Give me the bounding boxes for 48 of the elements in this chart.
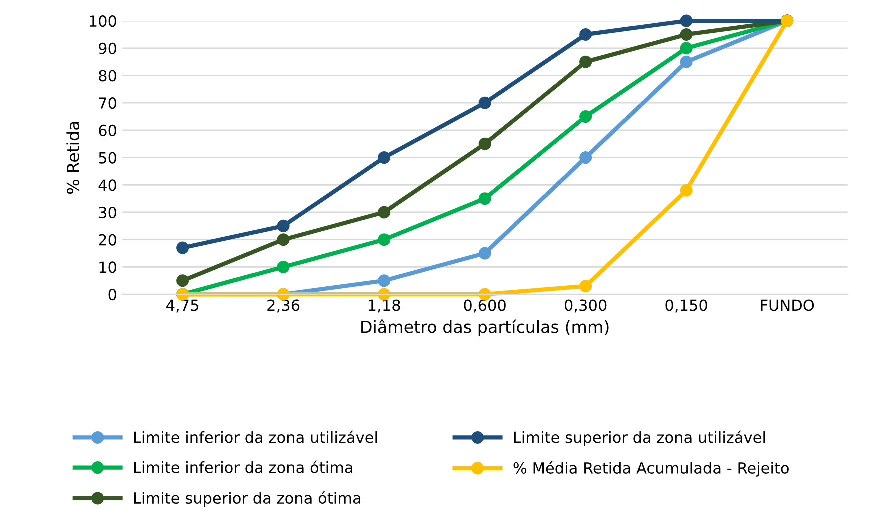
point bbox=[478, 138, 492, 150]
point bbox=[580, 110, 592, 124]
point bbox=[478, 192, 492, 206]
point bbox=[680, 56, 693, 68]
legend-label: Limite inferior da zona utilizável bbox=[134, 430, 378, 444]
y-axis-title: % Retida bbox=[66, 122, 80, 194]
legend-label: Limite inferior da zona ótima bbox=[134, 460, 352, 474]
x-tick-label: 4,75 bbox=[166, 300, 198, 313]
point bbox=[680, 14, 693, 28]
y-tick-label: 40 bbox=[98, 180, 116, 192]
y-tick-label: 90 bbox=[99, 42, 116, 54]
y-tick-label: 100 bbox=[90, 16, 116, 28]
y-tick-label: 20 bbox=[99, 234, 116, 246]
point bbox=[580, 280, 592, 293]
point bbox=[680, 28, 693, 41]
point bbox=[277, 260, 290, 274]
y-tick-label: 50 bbox=[99, 152, 116, 164]
x-tick-label: 1,18 bbox=[368, 300, 400, 313]
point bbox=[277, 220, 290, 232]
y-tick-label: 0 bbox=[108, 289, 116, 301]
point bbox=[680, 42, 693, 55]
point bbox=[580, 152, 592, 164]
point bbox=[478, 96, 492, 110]
legend-label: Limite superior da zona utilizável bbox=[514, 430, 766, 446]
point bbox=[378, 234, 391, 246]
point bbox=[478, 247, 492, 260]
point bbox=[277, 234, 290, 246]
y-tick-label: 80 bbox=[99, 70, 116, 82]
point bbox=[176, 242, 190, 254]
x-tick-label: 0,600 bbox=[464, 300, 506, 313]
point bbox=[176, 274, 190, 288]
legend-label: Limite superior da zona ótima bbox=[134, 492, 360, 507]
x-tick-label: FUNDO bbox=[761, 300, 814, 312]
x-tick-label: 2,36 bbox=[268, 300, 300, 313]
y-tick-label: 10 bbox=[100, 262, 116, 274]
point bbox=[580, 28, 592, 41]
x-tick-label: 0,150 bbox=[666, 300, 708, 313]
y-tick-label: 30 bbox=[99, 206, 116, 219]
point bbox=[580, 56, 592, 68]
point bbox=[378, 274, 391, 288]
point bbox=[680, 184, 693, 197]
x-tick-label: 0,300 bbox=[564, 300, 607, 313]
x-axis-title: Diâmetro das partículas (mm) bbox=[362, 320, 609, 337]
point bbox=[378, 152, 391, 164]
legend-label: % Média Retida Acumulada - Rejeito bbox=[514, 462, 789, 477]
y-tick-label: 60 bbox=[99, 124, 116, 136]
y-tick-label: 70 bbox=[99, 98, 116, 110]
point bbox=[378, 206, 391, 219]
